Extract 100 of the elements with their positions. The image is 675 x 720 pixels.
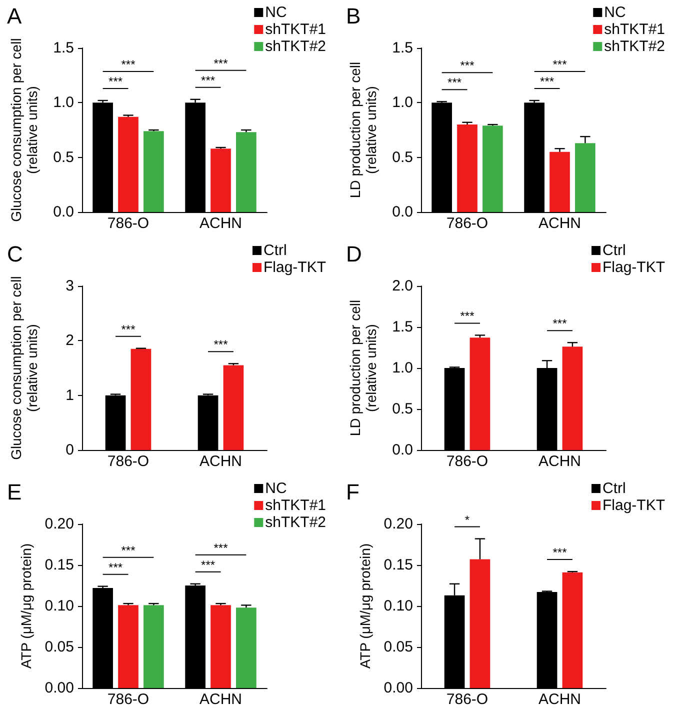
- x-tick-label: 786-O: [107, 691, 150, 708]
- chart-title: F: [346, 480, 360, 504]
- legend-label: Flag-TKT: [602, 497, 666, 514]
- y-tick-label: 0.00: [384, 680, 413, 696]
- bar: [550, 152, 570, 212]
- annotation: ***: [108, 74, 123, 88]
- legend-label: shTKT#2: [265, 38, 326, 55]
- legend-label: Flag-TKT: [263, 259, 326, 276]
- y-tick-label: 0.0: [392, 204, 413, 220]
- chart-title: D: [346, 242, 362, 266]
- chart-title: E: [7, 480, 22, 504]
- legend-label: shTKT#1: [604, 21, 665, 38]
- annotation: ***: [540, 74, 554, 88]
- y-tick-label: 1.5: [53, 40, 74, 56]
- y-tick-label: 0.00: [44, 680, 74, 696]
- y-tick-label: 3: [66, 278, 74, 294]
- y-tick-label: 2: [66, 332, 74, 350]
- bar: [457, 124, 478, 212]
- y-axis-title: ATP (μM/μg protein): [356, 543, 373, 669]
- bar: [130, 348, 152, 450]
- annotation: ***: [121, 322, 136, 336]
- annotation: ***: [552, 546, 568, 560]
- x-tick-label: ACHN: [199, 453, 242, 470]
- legend-label: Ctrl: [602, 242, 626, 259]
- annotation: *: [464, 512, 470, 527]
- bar: [470, 338, 490, 450]
- y-axis-title: Glucose consumption per cell (relative units): [8, 276, 40, 460]
- y-tick-label: 0.5: [392, 148, 413, 166]
- y-tick-label: 0.05: [44, 638, 74, 656]
- x-tick-label: ACHN: [199, 691, 242, 708]
- y-tick-label: 0.05: [384, 638, 413, 656]
- x-tick-label: 786-O: [446, 453, 488, 470]
- annotation: ***: [121, 57, 136, 72]
- annotation: ***: [214, 56, 228, 70]
- legend-label: NC: [604, 4, 626, 21]
- annotation: ***: [121, 543, 136, 558]
- annotation: ***: [460, 58, 475, 73]
- y-tick-label: 0.0: [53, 204, 74, 220]
- annotation: ***: [552, 57, 568, 72]
- y-tick-label: 0.10: [44, 598, 74, 614]
- bar: [144, 605, 164, 688]
- bar: [236, 132, 256, 212]
- x-tick-label: 786-O: [107, 215, 150, 232]
- y-tick-label: 0.20: [384, 516, 413, 532]
- annotation: ***: [201, 73, 216, 88]
- bar: [470, 559, 490, 688]
- legend-label: Ctrl: [602, 480, 626, 497]
- x-tick-label: ACHN: [538, 691, 582, 708]
- annotation: ***: [108, 560, 123, 574]
- y-tick-label: 0.10: [384, 598, 413, 614]
- y-tick-label: 0.20: [44, 516, 74, 532]
- y-tick-label: 1.5: [392, 318, 413, 336]
- legend-label: shTKT#2: [265, 514, 326, 531]
- y-tick-label: 1.0: [53, 94, 74, 112]
- x-tick-label: 786-O: [446, 215, 488, 232]
- y-tick-label: 0.15: [44, 556, 74, 574]
- y-tick-label: 1: [66, 386, 74, 404]
- bar: [575, 143, 596, 212]
- bar: [210, 148, 231, 212]
- y-tick-label: 0.15: [384, 556, 413, 574]
- bar: [118, 605, 138, 688]
- annotation: ***: [214, 540, 228, 555]
- y-tick-label: 2.0: [392, 278, 413, 294]
- bar: [144, 131, 164, 212]
- y-axis-title: LD production per cell (relative units): [347, 62, 379, 198]
- legend-label: shTKT#1: [265, 21, 326, 38]
- x-tick-label: ACHN: [538, 215, 582, 232]
- bar: [482, 126, 503, 212]
- bar: [210, 605, 231, 688]
- chart-title: A: [7, 4, 22, 28]
- annotation: ***: [214, 338, 228, 352]
- x-tick-label: ACHN: [199, 215, 242, 232]
- legend-label: Ctrl: [263, 242, 287, 259]
- chart-title: B: [346, 4, 361, 28]
- bar: [562, 572, 583, 688]
- y-tick-label: 0.5: [53, 148, 74, 166]
- y-tick-label: 0.0: [392, 442, 413, 458]
- bar: [118, 116, 138, 212]
- annotation: ***: [448, 76, 462, 90]
- legend-label: Flag-TKT: [602, 259, 666, 276]
- x-tick-label: ACHN: [538, 453, 582, 470]
- y-tick-label: 1.0: [392, 360, 413, 376]
- y-tick-label: 0.5: [392, 400, 413, 418]
- bar: [223, 365, 244, 450]
- legend-label: NC: [265, 4, 287, 21]
- x-tick-label: 786-O: [107, 453, 150, 470]
- annotation: ***: [460, 309, 475, 324]
- chart-title: C: [7, 242, 23, 266]
- y-axis-title: ATP (μM/μg protein): [18, 543, 34, 669]
- legend-label: shTKT#1: [265, 497, 326, 514]
- legend-label: NC: [265, 480, 287, 497]
- bar: [562, 346, 583, 450]
- legend-label: shTKT#2: [604, 38, 665, 55]
- y-axis-title: LD production per cell (relative units): [347, 300, 379, 436]
- y-tick-label: 1.5: [392, 40, 413, 56]
- annotation: ***: [552, 316, 568, 331]
- y-tick-label: 1.0: [392, 94, 413, 112]
- y-tick-label: 0: [66, 442, 74, 458]
- bar: [236, 608, 256, 688]
- annotation: ***: [201, 558, 216, 572]
